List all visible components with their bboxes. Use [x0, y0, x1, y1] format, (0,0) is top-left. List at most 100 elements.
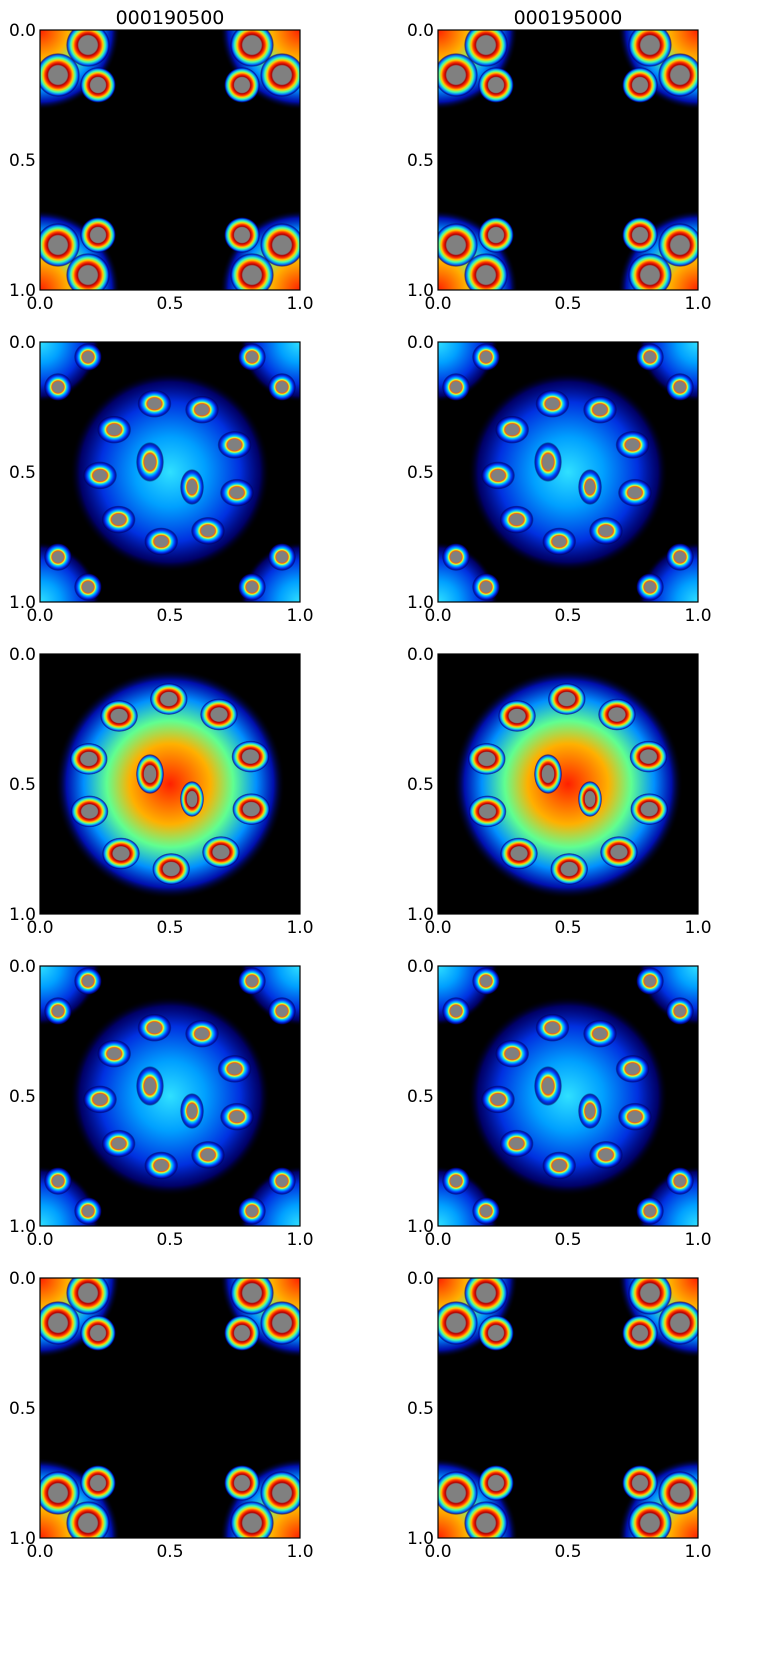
heatmap-field [438, 342, 698, 602]
heatmap-field [40, 966, 300, 1226]
hotspot [464, 253, 508, 290]
hotspot [101, 505, 136, 534]
x-tick-label: 0.0 [424, 606, 451, 626]
x-tick-label: 0.5 [156, 294, 183, 314]
hotspot [101, 1129, 136, 1158]
heatmap-field [55, 669, 285, 899]
hotspot [636, 967, 664, 995]
column-title-1: 000190500 [116, 7, 225, 29]
x-tick-label: 0.0 [26, 918, 53, 938]
y-tick-label: 0.5 [407, 463, 434, 483]
hotspot [40, 1301, 80, 1345]
x-tick-label: 0.5 [156, 1230, 183, 1250]
hotspot [66, 253, 110, 290]
hotspot [498, 699, 537, 732]
hotspot [547, 683, 586, 716]
hotspot [636, 343, 664, 371]
y-tick-label: 0.0 [407, 1269, 434, 1289]
hotspot [472, 1197, 500, 1225]
y-tick-label: 0.0 [407, 957, 434, 977]
heatmap-panel-r4-c1: 0.0 0.5 1.00.00.51.0 [9, 957, 314, 1250]
hotspot [658, 53, 698, 97]
hotspot [232, 793, 271, 826]
hotspot [80, 1465, 116, 1501]
hotspot [102, 837, 141, 870]
hotspot [628, 253, 672, 290]
y-tick-label: 0.5 [407, 1399, 434, 1419]
hotspot [478, 67, 514, 103]
hotspot [44, 997, 72, 1025]
hotspot [40, 1471, 80, 1515]
y-tick-label: 0.0 [407, 21, 434, 41]
y-tick-label: 1.0 [407, 281, 434, 301]
hotspot [74, 967, 102, 995]
x-tick-label: 0.5 [554, 294, 581, 314]
hotspot [260, 53, 300, 97]
hotspot [80, 1315, 116, 1351]
hotspot [66, 30, 110, 67]
hotspot [666, 543, 694, 571]
heatmap-panel-r1-c2: 0.0 0.5 1.00.00.51.0 [407, 21, 712, 314]
x-tick-label: 1.0 [286, 606, 313, 626]
hotspot [438, 1301, 478, 1345]
y-tick-label: 1.0 [9, 905, 36, 925]
hotspot [152, 852, 191, 885]
hotspot [190, 516, 225, 545]
y-tick-label: 0.5 [9, 463, 36, 483]
heatmap-panel-r2-c1: 0.0 0.5 1.00.00.51.0 [9, 333, 314, 626]
hotspot [472, 343, 500, 371]
column-title-2: 000195000 [514, 7, 623, 29]
heatmap-field [438, 30, 698, 290]
y-tick-label: 1.0 [407, 1529, 434, 1549]
hotspot [578, 781, 602, 817]
y-tick-label: 1.0 [9, 593, 36, 613]
hotspot [629, 740, 668, 773]
hotspot [70, 795, 109, 828]
hotspot [80, 217, 116, 253]
hotspot [534, 1066, 562, 1106]
hotspot [219, 1102, 254, 1131]
y-tick-label: 1.0 [9, 1529, 36, 1549]
hotspot [224, 67, 260, 103]
y-tick-label: 0.5 [407, 1087, 434, 1107]
x-tick-label: 1.0 [684, 1230, 711, 1250]
y-tick-label: 0.0 [9, 957, 36, 977]
hotspot [83, 461, 118, 490]
hotspot [481, 1085, 516, 1114]
hotspot [588, 1140, 623, 1169]
hotspot [224, 1315, 260, 1351]
x-tick-label: 0.0 [26, 1542, 53, 1562]
heatmap-field [40, 30, 300, 290]
hotspot [74, 573, 102, 601]
x-tick-label: 0.5 [156, 918, 183, 938]
hotspot [230, 30, 274, 67]
hotspot [666, 373, 694, 401]
x-tick-label: 0.0 [424, 1542, 451, 1562]
hotspot [100, 699, 139, 732]
x-tick-label: 0.5 [156, 606, 183, 626]
hotspot [219, 478, 254, 507]
heatmap-field [453, 669, 683, 899]
x-tick-label: 0.0 [26, 1230, 53, 1250]
hotspot [495, 1039, 530, 1068]
x-tick-label: 1.0 [684, 918, 711, 938]
hotspot [617, 1102, 652, 1131]
hotspot [472, 573, 500, 601]
heatmap-field [438, 966, 698, 1226]
x-tick-label: 0.5 [554, 918, 581, 938]
hotspot [137, 1013, 172, 1042]
hotspot [268, 997, 296, 1025]
hotspot [136, 1066, 164, 1106]
hotspot [438, 53, 478, 97]
hotspot [97, 1039, 132, 1068]
hotspot [464, 1501, 508, 1538]
hotspot [658, 223, 698, 267]
hotspot [74, 343, 102, 371]
x-tick-label: 1.0 [286, 1230, 313, 1250]
x-tick-label: 0.5 [554, 606, 581, 626]
y-tick-label: 1.0 [9, 281, 36, 301]
hotspot [260, 223, 300, 267]
panel-grid: 0.0 0.5 1.00.00.51.00.0 0.5 1.00.00.51.00.0 0… [9, 21, 712, 1562]
hotspot [481, 461, 516, 490]
hotspot [438, 1471, 478, 1515]
